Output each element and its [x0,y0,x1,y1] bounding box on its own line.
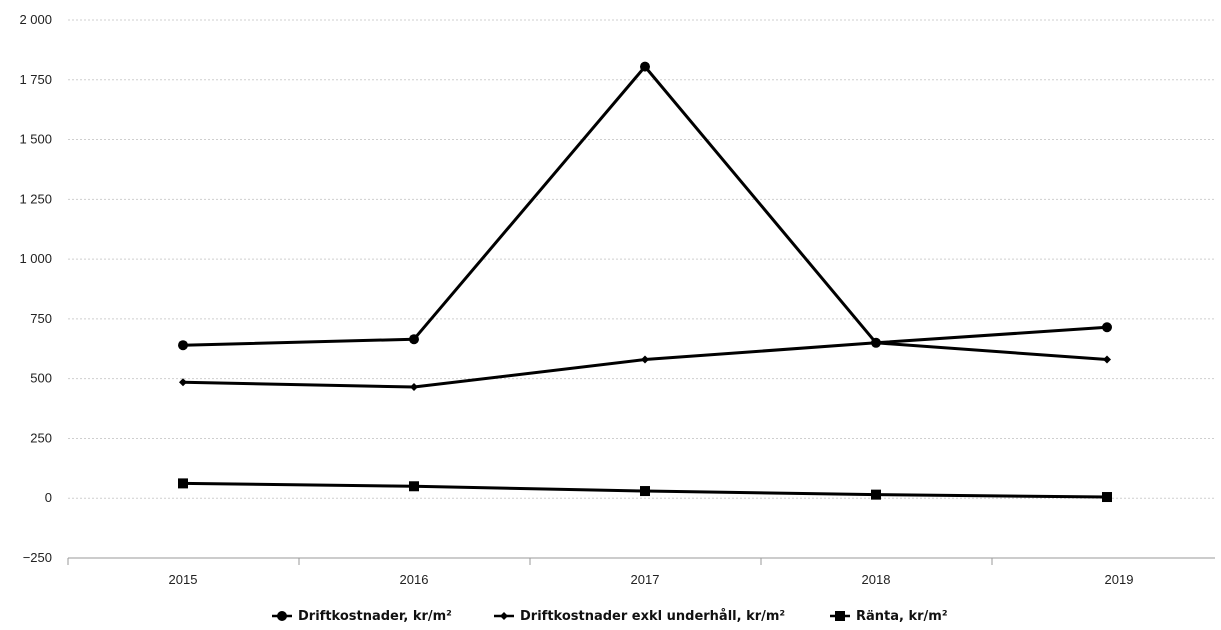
y-tick-label: 0 [45,490,52,505]
data-point [179,378,187,387]
data-point [640,61,650,72]
legend-label: Ränta, kr/m² [856,609,948,624]
x-tick-label: 2015 [169,572,198,587]
y-tick-label: 500 [30,371,52,386]
legend-item: Ränta, kr/m² [830,609,948,624]
y-tick-label: 750 [30,311,52,326]
y-tick-label: 1 250 [19,191,52,206]
data-point [409,481,419,492]
y-axis-tick-labels: −250 0 250 500 750 1 000 1 250 1 500 1 750 2 000 [19,12,52,565]
y-tick-label: 2 000 [19,12,52,27]
x-tick-label: 2018 [862,572,891,587]
data-point [1102,492,1112,503]
data-point [409,334,419,345]
series-line [182,341,1108,389]
data-point [1103,355,1111,364]
data-point [871,489,881,500]
y-tick-label: 1 500 [19,132,52,147]
data-point [1102,322,1112,333]
x-tick-label: 2016 [400,572,429,587]
legend-label: Driftkostnader exkl underhåll, kr/m² [520,609,785,624]
data-point [640,486,650,497]
legend-swatch-marker [277,611,287,621]
legend: Driftkostnader, kr/m² Driftkostnader exkl… [272,609,948,624]
y-tick-label: 250 [30,430,52,445]
legend-item: Driftkostnader, kr/m² [272,609,452,624]
data-point [178,478,188,489]
x-axis-tick-labels: 2015 2016 2017 2018 2019 [169,572,1134,587]
series-1 [178,61,1112,351]
data-point [641,355,649,364]
legend-swatch-marker [835,611,845,621]
data-point [410,383,418,392]
y-tick-label: 1 000 [19,251,52,266]
x-axis [67,557,1215,565]
y-tick-label: −250 [23,550,52,565]
series-2 [179,338,1111,392]
series-line [182,65,1108,347]
data-point [872,338,880,347]
x-tick-label: 2017 [631,572,660,587]
legend-label: Driftkostnader, kr/m² [298,609,452,624]
legend-item: Driftkostnader exkl underhåll, kr/m² [494,609,785,624]
gridlines [68,19,1215,559]
x-tick-label: 2019 [1105,572,1134,587]
legend-swatch-marker [500,612,508,620]
data-point [178,340,188,351]
y-tick-label: 1 750 [19,72,52,87]
series-group [178,61,1112,503]
series-3 [178,478,1112,503]
